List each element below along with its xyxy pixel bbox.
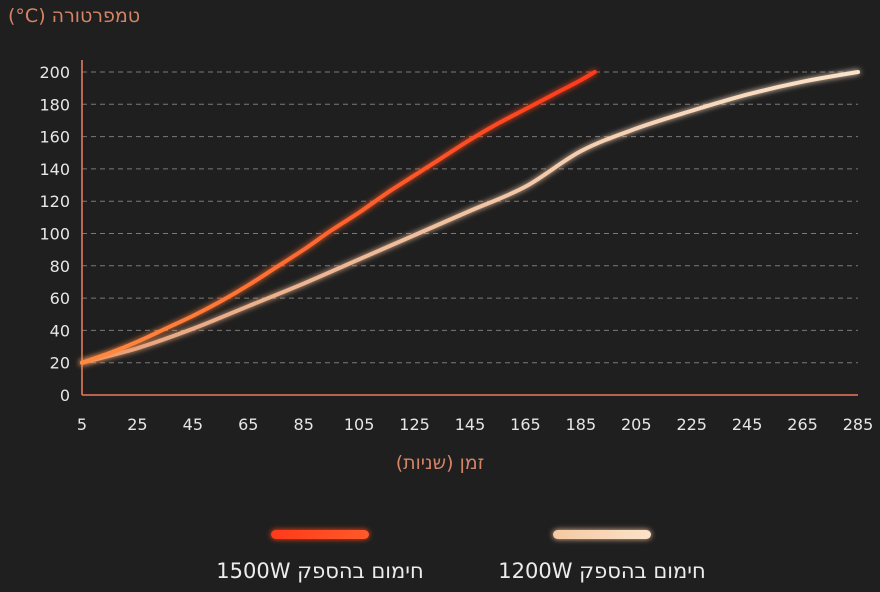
grid	[82, 71, 858, 364]
series-line-1200w	[80, 70, 860, 365]
legend-item-1200w: חימום בהספק 1200W	[452, 530, 752, 583]
x-tick-label: 125	[399, 415, 430, 434]
legend-label-1200w: חימום בהספק 1200W	[498, 559, 706, 583]
series	[80, 70, 860, 365]
legend-item-1500w: חימום בהספק 1500W	[170, 530, 470, 583]
legend-swatch-1200w	[553, 530, 651, 539]
y-tick-label: 80	[50, 257, 70, 276]
y-tick-label: 60	[50, 289, 70, 308]
x-tick-label: 25	[127, 415, 147, 434]
x-tick-label: 265	[787, 415, 818, 434]
series-line-1500w	[80, 70, 597, 365]
y-tick-labels: 0 20 40 60 80 100 120 140 160 180 200	[39, 63, 70, 405]
y-tick-label: 140	[39, 160, 70, 179]
x-tick-label: 185	[566, 415, 597, 434]
axes	[81, 60, 858, 396]
x-tick-label: 205	[621, 415, 652, 434]
x-tick-label: 245	[732, 415, 763, 434]
y-tick-label: 200	[39, 63, 70, 82]
x-tick-label: 225	[676, 415, 707, 434]
legend-swatch-1500w	[271, 530, 369, 539]
x-tick-label: 105	[344, 415, 375, 434]
y-tick-label: 120	[39, 192, 70, 211]
x-tick-label: 145	[455, 415, 486, 434]
y-tick-label: 160	[39, 128, 70, 147]
y-tick-label: 20	[50, 354, 70, 373]
x-tick-labels: 5 25 45 65 85 105 125 145 165 185 205 225 245 265 285	[77, 415, 873, 434]
y-tick-label: 40	[50, 321, 70, 340]
y-tick-label: 0	[60, 386, 70, 405]
x-tick-label: 85	[294, 415, 314, 434]
legend-label-1500w: חימום בהספק 1500W	[216, 559, 424, 583]
x-tick-label: 5	[77, 415, 87, 434]
y-axis-label: טמפרטורה (C°)	[8, 5, 141, 27]
y-tick-label: 100	[39, 225, 70, 244]
x-tick-label: 165	[510, 415, 541, 434]
x-axis-label: זמן (שניות)	[395, 452, 485, 474]
x-tick-label: 285	[843, 415, 874, 434]
x-tick-label: 45	[183, 415, 203, 434]
x-tick-label: 65	[238, 415, 258, 434]
y-tick-label: 180	[39, 95, 70, 114]
